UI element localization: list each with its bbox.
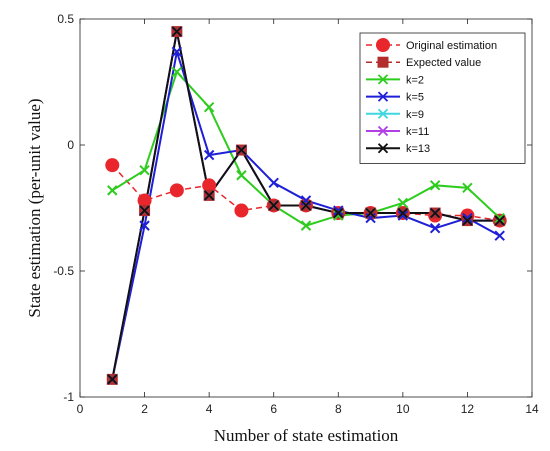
data-point xyxy=(268,177,279,189)
y-tick-label: -1 xyxy=(63,390,74,404)
data-point xyxy=(105,158,120,173)
data-point xyxy=(236,144,247,156)
legend-marker xyxy=(376,38,390,52)
data-point xyxy=(268,200,279,211)
legend-label: k=2 xyxy=(406,74,424,86)
legend-marker xyxy=(377,74,389,85)
legend: Original estimation Expected value k=2 k=5 k… xyxy=(359,32,526,164)
data-point xyxy=(236,170,247,181)
legend-label: k=5 xyxy=(406,92,424,104)
x-tick-label: 6 xyxy=(270,402,277,416)
data-point xyxy=(333,205,344,216)
legend-label: Expected value xyxy=(406,57,481,69)
legend-box xyxy=(359,32,526,164)
data-point xyxy=(397,210,409,221)
legend-marker xyxy=(377,125,389,137)
data-point xyxy=(137,193,152,208)
x-tick-label: 14 xyxy=(525,402,539,416)
data-point xyxy=(397,197,409,209)
legend-marker xyxy=(377,143,389,154)
data-point xyxy=(494,230,505,241)
x-tick-label: 8 xyxy=(335,402,342,416)
legend-label: Original estimation xyxy=(406,40,497,52)
legend-label: k=11 xyxy=(406,126,429,138)
data-point xyxy=(203,190,215,201)
data-point xyxy=(300,220,312,231)
data-point xyxy=(139,220,150,231)
data-point xyxy=(171,26,183,37)
legend-marker xyxy=(377,108,389,119)
data-point xyxy=(202,178,217,193)
axis-ticks: 0 2 4 6 8 10 12 14 -1 -0.5 0 0.5 xyxy=(53,12,539,416)
y-tick-label: 0.5 xyxy=(57,12,74,26)
data-point xyxy=(234,203,249,218)
data-point xyxy=(203,101,215,113)
data-point xyxy=(429,207,441,219)
axes-box xyxy=(79,18,533,398)
data-point xyxy=(107,374,118,385)
data-point xyxy=(462,212,473,224)
data-point xyxy=(203,149,215,161)
data-point xyxy=(107,185,118,196)
x-tick-label: 2 xyxy=(141,402,148,416)
data-point xyxy=(171,46,183,57)
x-tick-label: 0 xyxy=(77,402,84,416)
y-tick-label: -0.5 xyxy=(53,264,74,278)
x-tick-label: 12 xyxy=(461,402,475,416)
data-point xyxy=(429,222,441,234)
legend-label: k=9 xyxy=(406,109,424,121)
data-point xyxy=(494,212,505,224)
x-tick-label: 4 xyxy=(206,402,213,416)
legend-marker xyxy=(377,91,389,102)
y-tick-label: 0 xyxy=(67,138,74,152)
data-point xyxy=(333,207,344,219)
data-point xyxy=(300,200,312,211)
x-tick-label: 10 xyxy=(396,402,410,416)
data-point xyxy=(171,66,183,78)
y-axis-title: State estimation (per-unit value) xyxy=(25,98,44,317)
series-markers xyxy=(105,26,507,385)
data-point xyxy=(169,183,184,198)
data-point xyxy=(429,180,441,191)
data-point xyxy=(462,215,473,226)
x-axis-title: Number of state estimation xyxy=(214,426,399,445)
data-point xyxy=(397,207,409,219)
data-point xyxy=(139,205,150,216)
data-point xyxy=(494,215,505,226)
data-point xyxy=(365,207,376,219)
legend-marker xyxy=(377,56,389,68)
data-point xyxy=(462,182,473,194)
data-point xyxy=(139,164,150,176)
legend-label: k=13 xyxy=(406,143,430,155)
